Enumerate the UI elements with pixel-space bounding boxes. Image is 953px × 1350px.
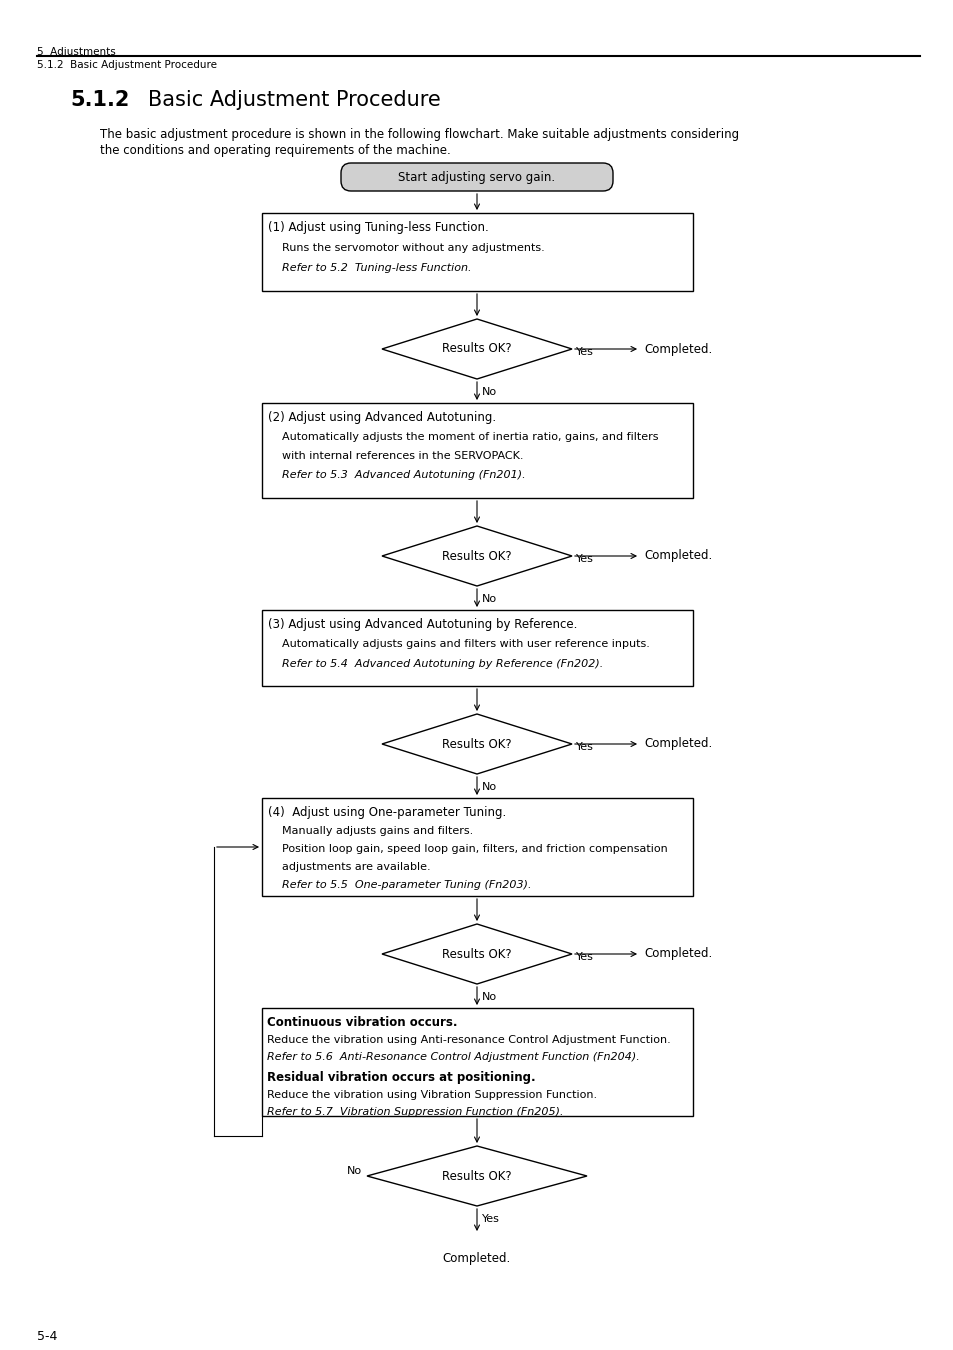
Text: Yes: Yes xyxy=(576,743,594,752)
Text: Automatically adjusts gains and filters with user reference inputs.: Automatically adjusts gains and filters … xyxy=(268,639,649,649)
Text: 5.1.2: 5.1.2 xyxy=(70,90,130,109)
Text: Refer to 5.3  Advanced Autotuning (Fn201).: Refer to 5.3 Advanced Autotuning (Fn201)… xyxy=(268,470,525,481)
Text: 5.1.2  Basic Adjustment Procedure: 5.1.2 Basic Adjustment Procedure xyxy=(37,59,216,70)
Text: 5-4: 5-4 xyxy=(37,1330,57,1343)
Text: Completed.: Completed. xyxy=(643,343,712,355)
Text: Automatically adjusts the moment of inertia ratio, gains, and filters: Automatically adjusts the moment of iner… xyxy=(268,432,658,441)
Text: Refer to 5.7  Vibration Suppression Function (Fn205).: Refer to 5.7 Vibration Suppression Funct… xyxy=(267,1107,563,1116)
Text: No: No xyxy=(481,387,497,397)
Text: Yes: Yes xyxy=(576,554,594,564)
Polygon shape xyxy=(367,1146,586,1206)
Polygon shape xyxy=(381,714,572,774)
Text: the conditions and operating requirements of the machine.: the conditions and operating requirement… xyxy=(100,144,450,157)
Text: Runs the servomotor without any adjustments.: Runs the servomotor without any adjustme… xyxy=(268,243,544,252)
Bar xyxy=(262,1008,692,1116)
Text: Completed.: Completed. xyxy=(643,948,712,960)
Text: Continuous vibration occurs.: Continuous vibration occurs. xyxy=(267,1017,457,1029)
Polygon shape xyxy=(381,923,572,984)
Text: (1) Adjust using Tuning-less Function.: (1) Adjust using Tuning-less Function. xyxy=(268,221,488,234)
Text: The basic adjustment procedure is shown in the following flowchart. Make suitabl: The basic adjustment procedure is shown … xyxy=(100,128,739,140)
Text: (4)  Adjust using One-parameter Tuning.: (4) Adjust using One-parameter Tuning. xyxy=(268,806,506,819)
Text: (3) Adjust using Advanced Autotuning by Reference.: (3) Adjust using Advanced Autotuning by … xyxy=(268,618,577,630)
Text: Results OK?: Results OK? xyxy=(442,343,511,355)
Text: Start adjusting servo gain.: Start adjusting servo gain. xyxy=(398,171,555,185)
Text: with internal references in the SERVOPACK.: with internal references in the SERVOPAC… xyxy=(268,451,523,460)
Bar xyxy=(262,798,692,896)
Text: Position loop gain, speed loop gain, filters, and friction compensation: Position loop gain, speed loop gain, fil… xyxy=(268,844,667,855)
Text: Results OK?: Results OK? xyxy=(442,948,511,960)
Text: Yes: Yes xyxy=(481,1214,499,1224)
Text: Refer to 5.6  Anti-Resonance Control Adjustment Function (Fn204).: Refer to 5.6 Anti-Resonance Control Adju… xyxy=(267,1052,639,1062)
Text: Results OK?: Results OK? xyxy=(442,1169,511,1183)
Polygon shape xyxy=(381,526,572,586)
Text: Completed.: Completed. xyxy=(643,737,712,751)
Text: No: No xyxy=(481,594,497,603)
Text: Residual vibration occurs at positioning.: Residual vibration occurs at positioning… xyxy=(267,1071,535,1084)
Polygon shape xyxy=(381,319,572,379)
Text: Yes: Yes xyxy=(576,347,594,356)
Bar xyxy=(262,610,692,686)
Text: (2) Adjust using Advanced Autotuning.: (2) Adjust using Advanced Autotuning. xyxy=(268,410,496,424)
Text: No: No xyxy=(481,782,497,792)
Text: Completed.: Completed. xyxy=(643,549,712,563)
Text: Basic Adjustment Procedure: Basic Adjustment Procedure xyxy=(148,90,440,109)
Text: No: No xyxy=(481,992,497,1002)
Text: Completed.: Completed. xyxy=(442,1251,511,1265)
Text: Results OK?: Results OK? xyxy=(442,549,511,563)
Text: Yes: Yes xyxy=(576,952,594,963)
Text: adjustments are available.: adjustments are available. xyxy=(268,863,430,872)
Text: Refer to 5.5  One-parameter Tuning (Fn203).: Refer to 5.5 One-parameter Tuning (Fn203… xyxy=(268,880,531,890)
Text: Results OK?: Results OK? xyxy=(442,737,511,751)
Text: Reduce the vibration using Vibration Suppression Function.: Reduce the vibration using Vibration Sup… xyxy=(267,1089,597,1100)
Bar xyxy=(262,213,692,292)
Bar xyxy=(262,404,692,498)
Text: Refer to 5.4  Advanced Autotuning by Reference (Fn202).: Refer to 5.4 Advanced Autotuning by Refe… xyxy=(268,659,602,670)
Text: No: No xyxy=(347,1166,361,1176)
Text: 5  Adjustments: 5 Adjustments xyxy=(37,47,115,57)
FancyBboxPatch shape xyxy=(340,163,613,190)
Text: Refer to 5.2  Tuning-less Function.: Refer to 5.2 Tuning-less Function. xyxy=(268,263,471,273)
Text: Manually adjusts gains and filters.: Manually adjusts gains and filters. xyxy=(268,826,473,836)
Text: Reduce the vibration using Anti-resonance Control Adjustment Function.: Reduce the vibration using Anti-resonanc… xyxy=(267,1035,670,1045)
